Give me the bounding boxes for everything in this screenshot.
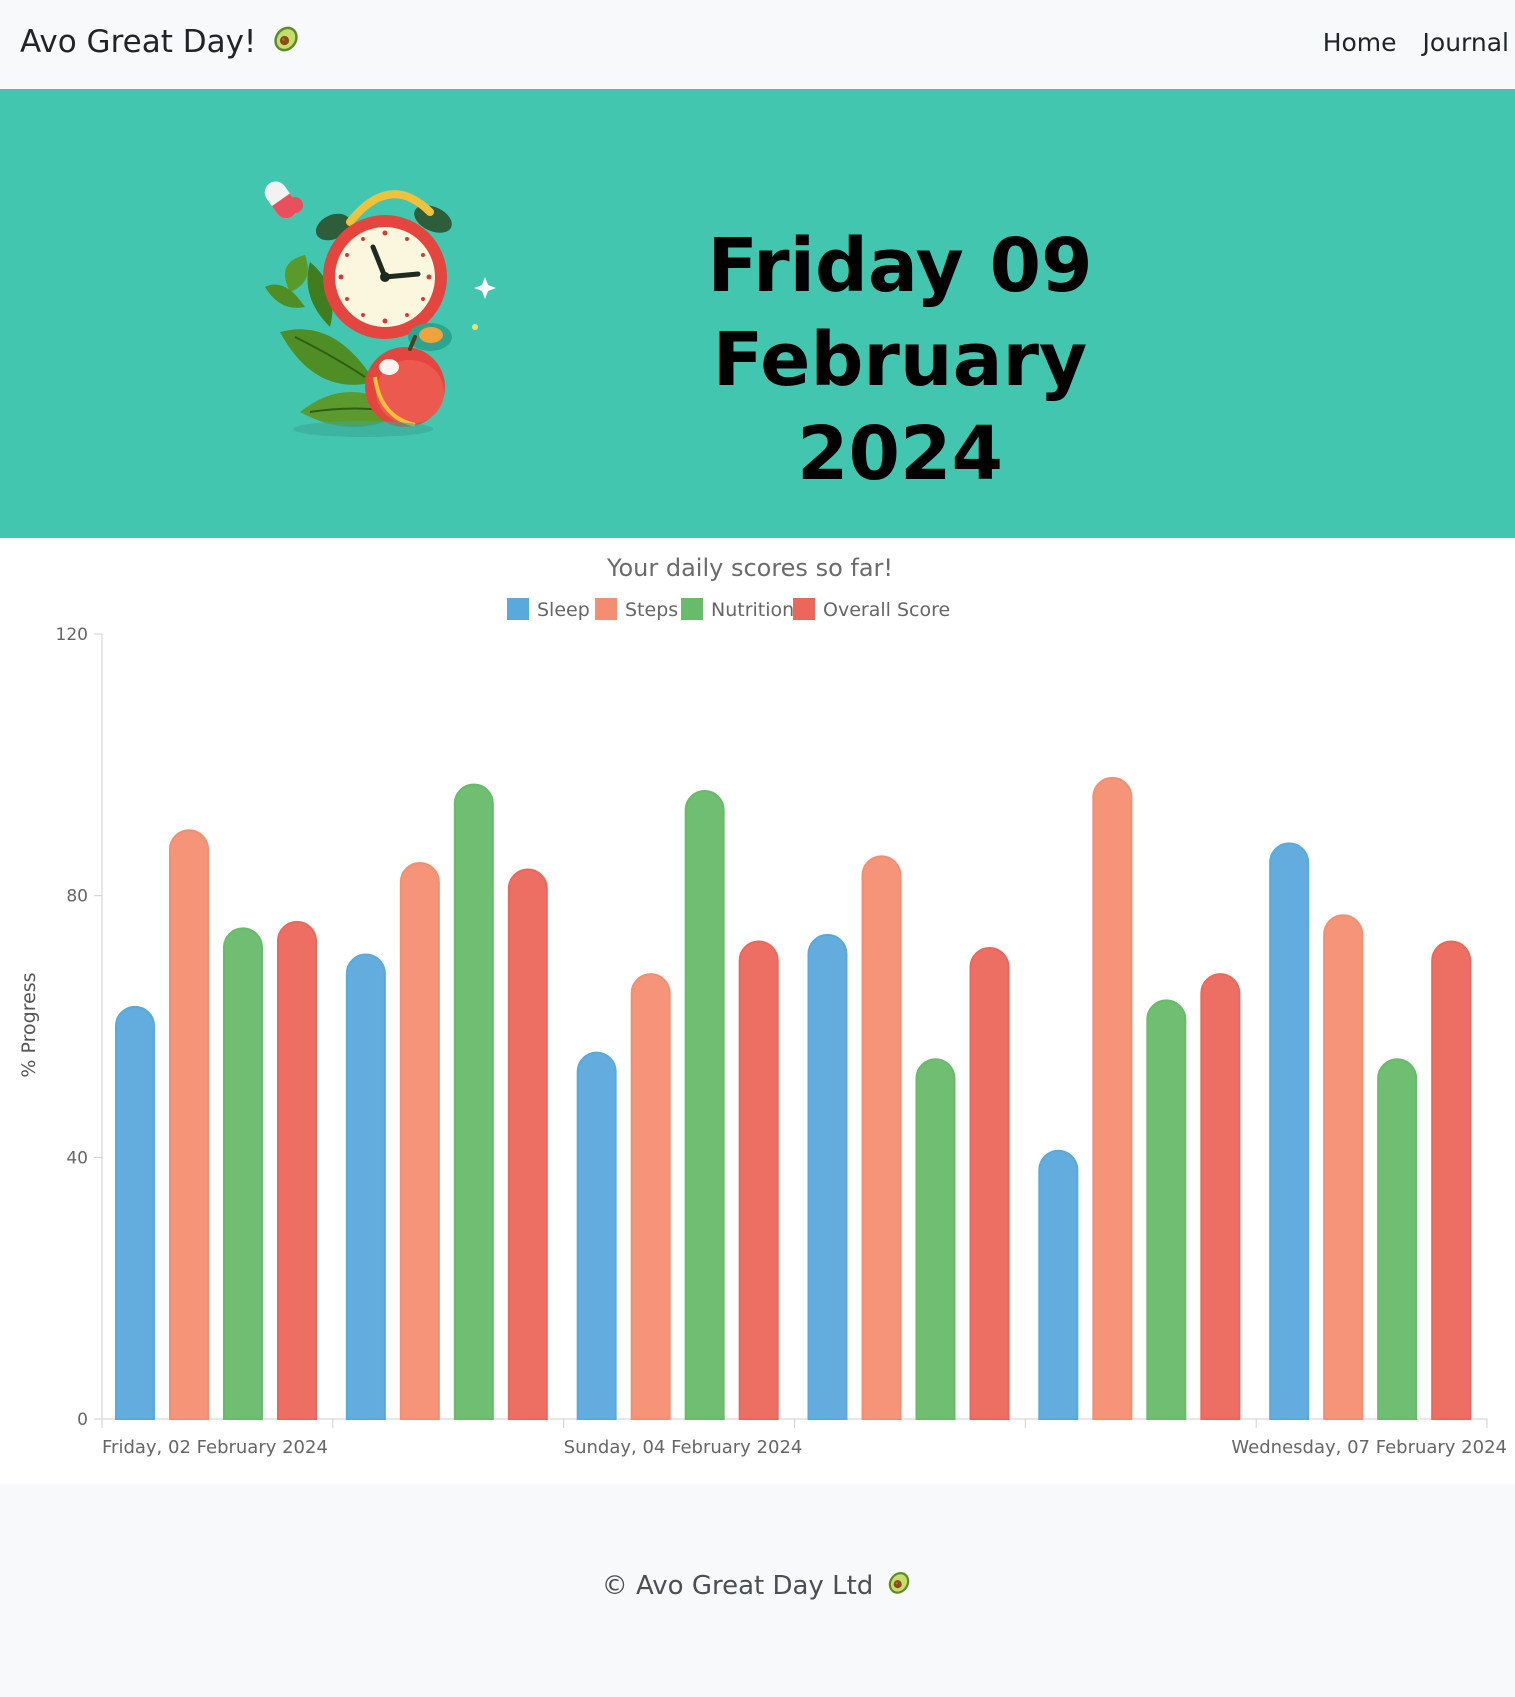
legend-item-nutrition[interactable]: Nutrition (681, 598, 794, 621)
bar-sleep[interactable] (115, 1005, 155, 1420)
bar-overall-score[interactable] (507, 868, 548, 1420)
chart-title: Your daily scores so far! (606, 554, 893, 582)
nav-journal-link[interactable]: Journal (1422, 28, 1509, 57)
nav-links: Home Journal (1323, 28, 1509, 57)
bar-steps[interactable] (169, 829, 209, 1420)
bar-steps[interactable] (1092, 776, 1133, 1420)
y-tick-label: 40 (66, 1148, 88, 1168)
legend-swatch (793, 598, 815, 620)
bar-steps[interactable] (630, 973, 671, 1420)
bar-sleep[interactable] (1269, 842, 1310, 1420)
date-line-1: Friday 09 February (707, 223, 1093, 403)
legend-label: Overall Score (823, 599, 950, 621)
x-tick-label: Sunday, 04 February 2024 (564, 1437, 803, 1458)
bar-overall-score[interactable] (1431, 940, 1472, 1420)
legend-swatch (595, 598, 617, 620)
bar-nutrition[interactable] (1377, 1058, 1418, 1420)
chart-axes: 0 40 80 120 Friday, 02 February 2024 Sunday, … (56, 625, 1507, 1458)
avocado-icon (270, 22, 302, 62)
bar-nutrition[interactable] (915, 1058, 956, 1420)
bar-nutrition[interactable] (1146, 999, 1187, 1420)
bar-nutrition[interactable] (453, 783, 494, 1420)
legend-item-overall-score[interactable]: Overall Score (793, 598, 950, 621)
legend-swatch (681, 598, 703, 620)
date-line-2: 2024 (797, 411, 1003, 497)
footer-copyright: © Avo Great Day Ltd (0, 1568, 1515, 1603)
avocado-icon (885, 1568, 913, 1603)
bar-sleep[interactable] (576, 1051, 617, 1420)
bar-overall-score[interactable] (969, 947, 1010, 1420)
bar-sleep[interactable] (345, 953, 386, 1420)
bar-steps[interactable] (861, 855, 902, 1420)
y-tick-label: 0 (77, 1410, 88, 1430)
alarm-clock-illustration-icon (255, 167, 515, 467)
legend-label: Nutrition (711, 599, 794, 621)
bar-sleep[interactable] (807, 933, 848, 1420)
daily-scores-chart: Your daily scores so far! Sleep Steps Nutr… (0, 538, 1515, 1484)
y-axis-label: % Progress (18, 972, 40, 1077)
footer-copyright-text: © Avo Great Day Ltd (601, 1570, 874, 1601)
x-tick-label: Friday, 02 February 2024 (102, 1437, 328, 1458)
bar-overall-score[interactable] (738, 940, 779, 1420)
bar-overall-score[interactable] (277, 920, 317, 1420)
legend-swatch (507, 598, 529, 620)
bar-steps[interactable] (1323, 914, 1364, 1420)
navbar: Avo Great Day! Home Journal (0, 0, 1515, 89)
bar-overall-score[interactable] (1200, 973, 1241, 1420)
chart-canvas: Your daily scores so far! Sleep Steps Nutr… (18, 554, 1507, 1458)
brand-text: Avo Great Day! (20, 24, 257, 60)
brand-link[interactable]: Avo Great Day! (20, 22, 302, 62)
hero-banner: Friday 09 February 2024 (0, 89, 1515, 538)
nav-home-link[interactable]: Home (1322, 28, 1397, 57)
bar-sleep[interactable] (1038, 1149, 1079, 1420)
legend-label: Steps (625, 599, 678, 621)
legend-item-steps[interactable]: Steps (595, 598, 678, 621)
y-tick-label: 120 (56, 625, 88, 645)
current-date-heading: Friday 09 February 2024 (520, 219, 1280, 501)
footer: © Avo Great Day Ltd (0, 1484, 1515, 1697)
legend-label: Sleep (537, 599, 590, 621)
legend-item-sleep[interactable]: Sleep (507, 598, 590, 621)
bar-steps[interactable] (399, 862, 440, 1420)
chart-bars (115, 776, 1472, 1420)
y-tick-label: 80 (66, 887, 88, 907)
bar-nutrition[interactable] (684, 790, 725, 1420)
bar-nutrition[interactable] (223, 927, 263, 1420)
chart-legend: Sleep Steps Nutrition Overall Score (507, 598, 950, 621)
x-tick-label: Wednesday, 07 February 2024 (1231, 1437, 1507, 1458)
